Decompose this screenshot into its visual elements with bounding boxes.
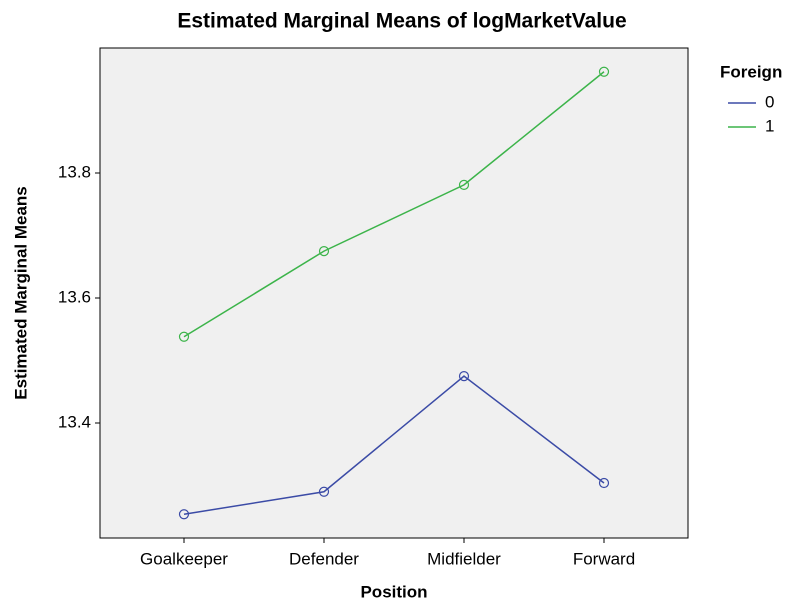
chart-title: Estimated Marginal Means of logMarketVal… (177, 10, 626, 33)
series-line (183, 71, 605, 338)
point (458, 179, 470, 190)
x-tick-label: Midfielder (427, 549, 501, 568)
point (318, 486, 330, 497)
point (318, 246, 330, 257)
point (598, 477, 610, 489)
x-axis-label: Position (360, 582, 427, 601)
point (178, 331, 190, 342)
y-tick-label: 13.4 (58, 412, 91, 431)
point (178, 509, 190, 520)
legend-label: 0 (765, 92, 774, 111)
series-line (183, 375, 605, 515)
point (598, 66, 610, 77)
legend-title: Foreign (720, 62, 782, 81)
plot-area (99, 47, 689, 539)
y-tick-label: 13.8 (58, 162, 91, 181)
x-tick-label: Defender (289, 549, 359, 568)
legend-label: 1 (765, 116, 774, 135)
x-tick-label: Forward (573, 549, 635, 568)
x-tick-label: Goalkeeper (140, 549, 228, 568)
y-tick-label: 13.6 (58, 287, 91, 306)
point (458, 371, 470, 382)
y-axis-label: Estimated Marginal Means (11, 186, 30, 400)
